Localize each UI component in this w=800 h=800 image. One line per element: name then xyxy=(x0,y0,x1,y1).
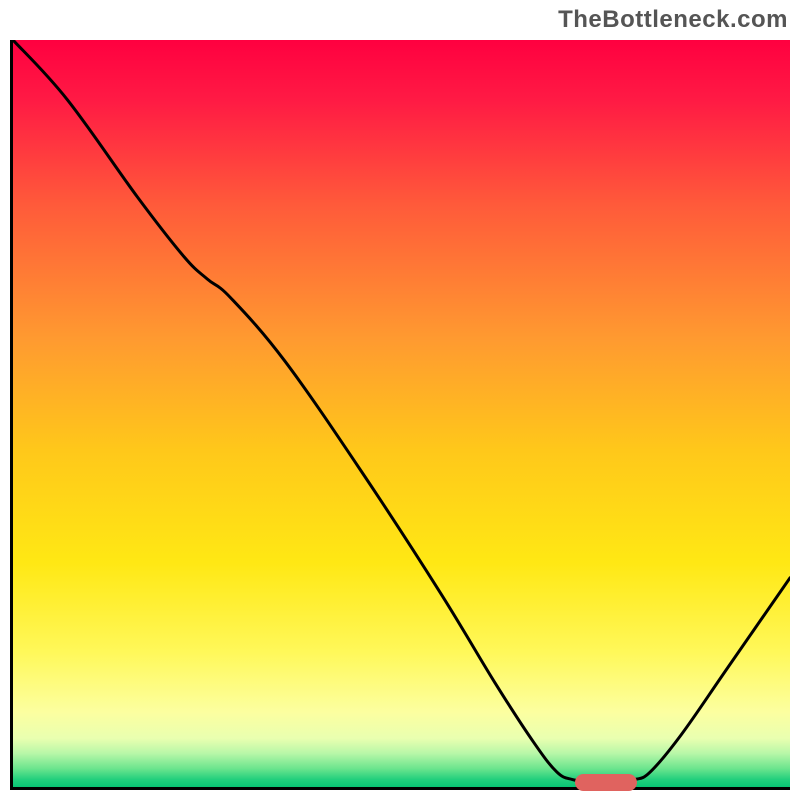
bottleneck-curve-line xyxy=(13,40,790,781)
chart-curve xyxy=(13,40,790,787)
chart-plot-area xyxy=(10,40,790,790)
watermark-text: TheBottleneck.com xyxy=(558,6,788,34)
optimal-point-marker xyxy=(575,774,637,791)
